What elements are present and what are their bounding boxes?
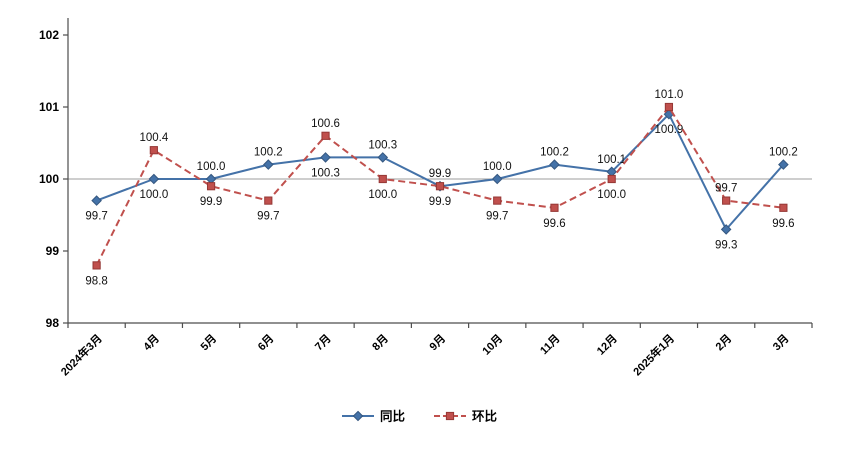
data-label: 100.4 <box>139 132 168 144</box>
square-marker <box>435 182 445 191</box>
data-label: 99.7 <box>715 183 737 195</box>
legend-square-marker <box>445 411 455 421</box>
data-label: 100.0 <box>483 161 512 173</box>
y-axis-label: 98 <box>46 316 60 330</box>
square-marker <box>206 182 216 191</box>
x-axis-label: 11月 <box>537 332 562 357</box>
square-marker <box>149 146 158 155</box>
legend-label-同比: 同比 <box>380 409 406 424</box>
diamond-marker <box>778 159 789 170</box>
x-axis-label: 8月 <box>370 332 391 353</box>
data-label: 99.3 <box>715 239 737 251</box>
square-marker <box>321 131 330 140</box>
square-marker <box>264 196 273 205</box>
diamond-marker <box>263 159 274 170</box>
square-marker <box>722 196 731 205</box>
data-label: 100.0 <box>197 161 226 173</box>
square-marker <box>779 203 788 212</box>
data-label: 100.0 <box>368 189 397 201</box>
data-label: 99.9 <box>429 196 451 208</box>
x-axis-label: 2025年1月 <box>630 331 677 378</box>
data-label: 99.7 <box>85 211 107 223</box>
x-axis-label: 5月 <box>198 332 219 353</box>
diamond-marker <box>720 224 732 235</box>
data-label: 99.7 <box>257 211 279 223</box>
data-label: 99.6 <box>543 218 565 230</box>
diamond-marker <box>491 173 503 185</box>
data-label: 100.6 <box>311 118 340 130</box>
data-label: 99.7 <box>486 211 508 223</box>
data-label: 100.2 <box>254 147 283 159</box>
data-label: 100.9 <box>655 124 684 136</box>
diamond-marker <box>549 159 560 170</box>
diamond-marker <box>91 195 102 206</box>
data-label: 99.6 <box>772 218 794 230</box>
data-label: 100.2 <box>769 147 798 159</box>
diamond-marker <box>377 152 389 163</box>
data-label: 100.0 <box>139 189 168 201</box>
x-axis-label: 6月 <box>255 332 276 353</box>
x-axis-label: 9月 <box>427 332 448 353</box>
diamond-marker <box>320 152 331 163</box>
x-axis-label: 2月 <box>713 332 734 353</box>
data-label: 100.0 <box>597 189 626 201</box>
x-axis-label: 12月 <box>594 332 620 358</box>
x-axis-label: 7月 <box>312 332 333 353</box>
data-label: 100.2 <box>540 147 569 159</box>
square-marker <box>664 102 674 112</box>
legend-diamond-marker <box>352 410 364 422</box>
y-axis-label: 101 <box>39 100 59 114</box>
y-axis-label: 102 <box>39 28 59 42</box>
data-label: 99.9 <box>429 168 451 180</box>
x-axis-label: 10月 <box>480 332 506 358</box>
diamond-marker <box>148 173 160 185</box>
data-label: 100.3 <box>311 167 340 179</box>
data-label: 100.3 <box>368 139 397 151</box>
y-axis-label: 99 <box>46 244 60 258</box>
y-axis-label: 100 <box>39 172 59 186</box>
square-marker <box>378 174 387 184</box>
x-axis-label: 2024年3月 <box>58 331 105 378</box>
legend-label-环比: 环比 <box>472 409 498 424</box>
square-marker <box>92 261 101 270</box>
data-label: 99.9 <box>200 196 222 208</box>
x-axis-label: 4月 <box>141 332 162 353</box>
square-marker <box>550 203 559 212</box>
data-label: 101.0 <box>655 89 684 101</box>
data-label: 100.1 <box>597 154 626 166</box>
square-marker <box>493 196 502 205</box>
data-label: 98.8 <box>85 275 107 287</box>
square-marker <box>607 174 616 184</box>
x-axis-label: 3月 <box>770 332 791 353</box>
